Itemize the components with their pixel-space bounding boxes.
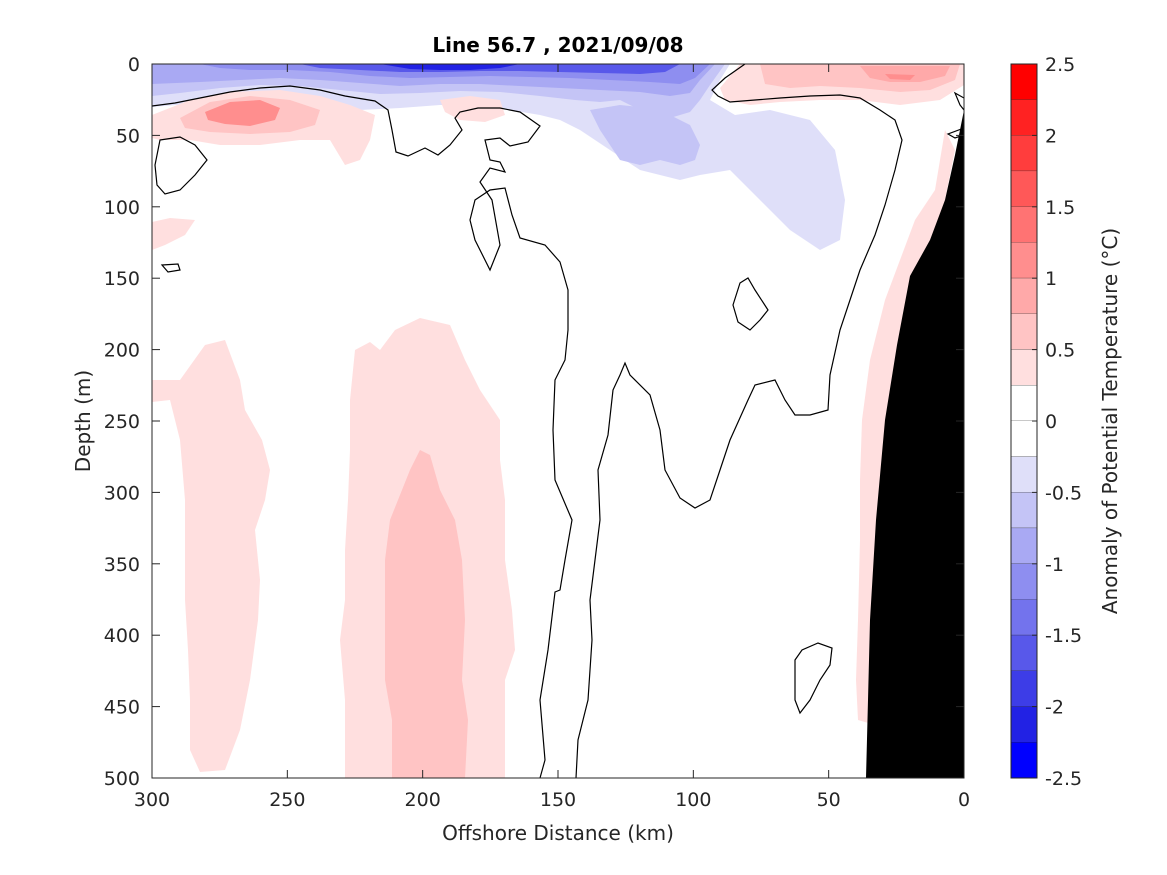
colorbar-tick-label: -1.5 (1045, 625, 1082, 647)
y-tick-label: 50 (116, 125, 140, 147)
colorbar-swatch (1011, 706, 1037, 743)
colorbar-swatch (1011, 242, 1037, 279)
y-axis-ticks: 0 50 100 150 200 250 300 350 400 450 500 (104, 54, 964, 790)
colorbar-swatch (1011, 64, 1037, 100)
warm-anomaly-nearshore-core (860, 66, 950, 82)
contour-east-descending (575, 64, 903, 778)
colorbar-tick-label: 0.5 (1045, 340, 1075, 362)
zero-contours (152, 64, 964, 778)
x-tick-label: 250 (269, 789, 305, 811)
colorbar-swatch (1011, 528, 1037, 564)
colorbar-tick-label: -2.5 (1045, 768, 1082, 790)
y-tick-label: 150 (104, 268, 140, 290)
colorbar-swatch (1011, 171, 1037, 207)
cold-anomaly-surface-core (380, 64, 520, 70)
contour-small-loop-2 (160, 263, 181, 273)
y-tick-label: 100 (104, 197, 140, 219)
plot-background (152, 64, 964, 778)
colorbar-swatch (1011, 99, 1037, 136)
colorbar-tick-label: -1 (1045, 554, 1064, 576)
colorbar-tick-label: -0.5 (1045, 482, 1082, 504)
x-tick-label: 150 (540, 789, 576, 811)
colorbar-tick-label: -2 (1045, 697, 1064, 719)
contour-small-loop-1 (154, 136, 208, 195)
colorbar-swatch (1011, 349, 1037, 386)
colorbar-swatch (1011, 563, 1037, 600)
x-axis-label: Offshore Distance (km) (442, 821, 674, 845)
y-tick-label: 250 (104, 411, 140, 433)
warm-column-central-core (385, 450, 468, 778)
colorbar-swatch (1011, 278, 1037, 314)
colorbar-swatch (1011, 599, 1037, 636)
colorbar-label: Anomaly of Potential Temperature (°C) (1098, 228, 1122, 614)
colorbar-swatch (1011, 635, 1037, 671)
colorbar-tick-label: 0 (1045, 411, 1057, 433)
warm-anomaly-nearshore-peak (885, 74, 915, 80)
contour-small-loop-3 (732, 277, 769, 331)
y-tick-label: 400 (104, 625, 140, 647)
colorbar-tick-label: 1 (1045, 268, 1057, 290)
y-tick-label: 200 (104, 340, 140, 362)
chart-title: Line 56.7 , 2021/09/08 (432, 33, 683, 57)
x-axis-ticks: 300 250 200 150 100 50 0 (134, 64, 970, 811)
colorbar-swatch (1011, 421, 1037, 457)
y-tick-label: 500 (104, 768, 140, 790)
cold-anomaly-subsurface-core (590, 105, 700, 165)
colorbar-tick-label: 2.5 (1045, 54, 1075, 76)
colorbar-swatch (1011, 206, 1037, 243)
x-tick-label: 100 (675, 789, 711, 811)
warm-column-west (152, 340, 270, 772)
colorbar-swatch (1011, 456, 1037, 493)
contour-small-loop-4 (794, 642, 833, 715)
bathymetry-slope (866, 110, 964, 778)
colorbar-swatch (1011, 135, 1037, 172)
y-tick-label: 450 (104, 697, 140, 719)
contour-nearshore-tip (946, 127, 964, 139)
colorbar-swatch (1011, 313, 1037, 350)
warm-anomaly-offshore-core (205, 100, 280, 126)
x-tick-label: 50 (817, 789, 841, 811)
colorbar (1011, 64, 1037, 779)
contour-surface (152, 85, 573, 778)
y-axis-label: Depth (m) (71, 370, 95, 472)
contour-nearshore-edge (953, 91, 964, 111)
colorbar-swatch (1011, 385, 1037, 421)
y-tick-label: 350 (104, 554, 140, 576)
x-tick-label: 0 (958, 789, 970, 811)
colorbar-tick-label: 1.5 (1045, 197, 1075, 219)
colorbar-swatch (1011, 742, 1037, 778)
colorbar-swatch (1011, 492, 1037, 529)
plot-area (152, 64, 964, 778)
colorbar-tick-label: 2 (1045, 125, 1057, 147)
colorbar-ticks: 2.5 2 1.5 1 0.5 0 -0.5 -1 -1.5 -2 -2.5 (1032, 54, 1082, 790)
warm-anomaly-left-edge (152, 218, 195, 250)
y-tick-label: 300 (104, 482, 140, 504)
colorbar-swatch (1011, 670, 1037, 707)
x-tick-label: 300 (134, 789, 170, 811)
y-tick-label: 0 (128, 54, 140, 76)
x-tick-label: 200 (405, 789, 441, 811)
